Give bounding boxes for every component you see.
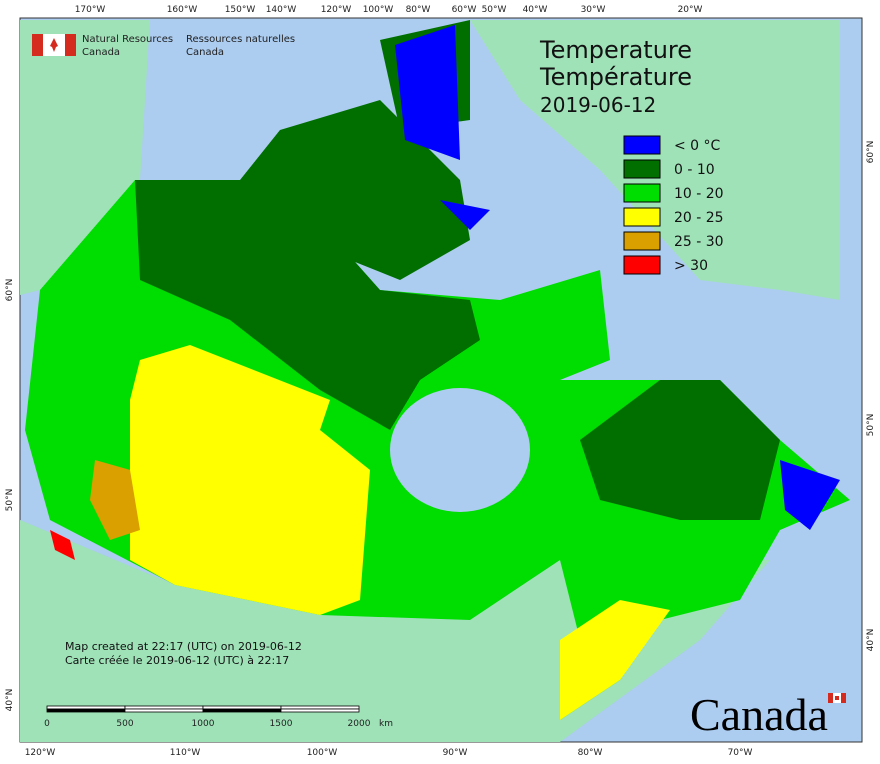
scale-bar: 0 500 1000 1500 2000 km [44,705,393,729]
right-axis-label: 60°N [866,141,876,164]
bottom-axis-label: 70°W [728,748,753,758]
legend-label: < 0 °C [674,138,721,154]
top-axis-label: 60°W [452,5,477,15]
map-title: Température [539,63,692,91]
scale-label: 2000 [348,719,371,729]
agency-fr: Ressources naturelles [186,34,295,45]
top-axis-label: 120°W [321,5,352,15]
top-axis-label: 50°W [482,5,507,15]
top-axis-label: 100°W [363,5,394,15]
scale-segment [280,705,360,710]
scale-segment [202,705,282,710]
top-axis-label: 30°W [581,5,606,15]
legend-swatch [623,231,661,251]
top-axis-label: 40°W [523,5,548,15]
top-axis-label: 140°W [266,5,297,15]
top-axis-label: 170°W [75,5,106,15]
bottom-axis-label: 80°W [578,748,603,758]
bottom-axis-label: 100°W [307,748,338,758]
bottom-axis-label: 120°W [25,748,56,758]
scale-label: 500 [116,719,133,729]
legend-label: 25 - 30 [674,234,724,250]
scale-label: 1500 [270,719,293,729]
credit-line: Carte créée le 2019-06-12 (UTC) à 22:17 [65,654,289,667]
agency-en: Canada [82,47,120,58]
legend-swatch [623,183,661,203]
left-axis-label: 50°N [5,489,15,512]
scale-label: 1000 [192,719,215,729]
legend-swatch [623,159,661,179]
scale-unit: km [379,719,393,729]
top-axis-label: 80°W [406,5,431,15]
scale-segment [46,705,126,710]
temperature-zones [25,20,850,720]
legend-label: > 30 [674,258,708,274]
legend-label: 0 - 10 [674,162,715,178]
scale-segment [280,708,360,713]
bottom-axis-label: 90°W [443,748,468,758]
left-axis-label: 60°N [5,279,15,302]
right-axis-label: 50°N [866,414,876,437]
scale-segment [124,708,204,713]
scale-segment [202,708,282,713]
map-title: 2019-06-12 [540,93,656,117]
legend-swatch [623,207,661,227]
legend-swatch [623,255,661,275]
scale-segment [46,708,126,713]
legend-swatch [623,135,661,155]
top-axis-label: 160°W [167,5,198,15]
bottom-axis-label: 110°W [170,748,201,758]
credit-line: Map created at 22:17 (UTC) on 2019-06-12 [65,640,302,653]
left-axis-label: 40°N [5,689,15,712]
agency-fr: Canada [186,47,224,58]
scale-label: 0 [44,719,50,729]
top-axis-label: 150°W [225,5,256,15]
scale-segment [124,705,204,710]
right-axis-label: 40°N [866,629,876,652]
agency-en: Natural Resources [82,34,173,45]
nrcan-flag [32,34,76,56]
legend-label: 10 - 20 [674,186,724,202]
canada-wordmark: Canada [690,689,828,740]
wordmark-flag [828,693,846,703]
map-title: Temperature [539,36,692,64]
top-axis-label: 20°W [678,5,703,15]
legend-label: 20 - 25 [674,210,724,226]
